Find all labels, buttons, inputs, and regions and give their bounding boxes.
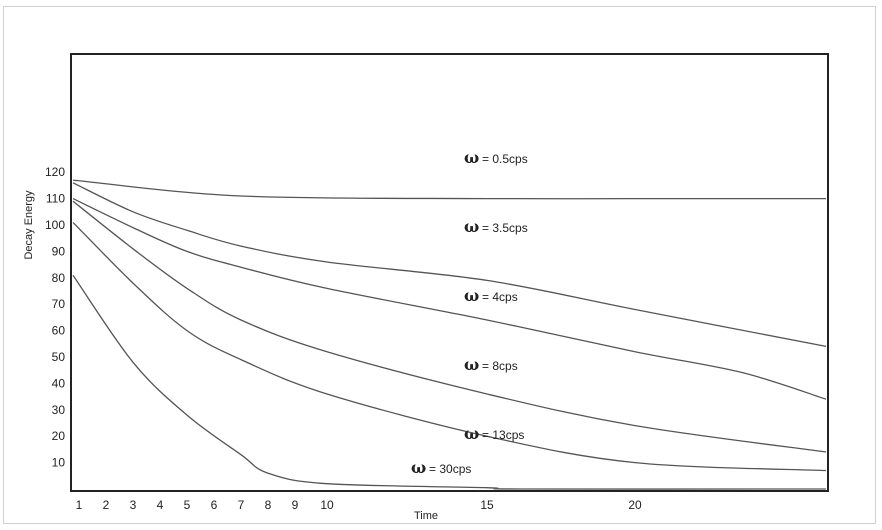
y-tick-label: 50: [52, 350, 66, 364]
x-tick-label: 20: [628, 498, 642, 512]
y-tick-label: 30: [52, 403, 66, 417]
curves-group: [72, 179, 827, 490]
y-tick-label: 90: [52, 244, 66, 258]
series-line-0: [72, 179, 826, 200]
series-line-4: [72, 221, 827, 472]
curve-label-text: = 30cps: [429, 462, 471, 476]
series-line-5: [72, 274, 827, 490]
curve-label: ω = 8cps: [464, 355, 518, 374]
y-tick-label: 80: [52, 271, 66, 285]
curve-label: ω = 30cps: [411, 458, 471, 477]
omega-icon: ω: [464, 217, 479, 236]
curve-label: ω = 4cps: [464, 286, 518, 305]
x-tick-label: 8: [265, 498, 272, 512]
x-tick-label: 7: [238, 498, 245, 512]
series-line-1: [72, 182, 827, 348]
curve-label-text: = 4cps: [482, 290, 518, 304]
omega-icon: ω: [411, 458, 426, 477]
x-tick-label: 1: [76, 498, 83, 512]
x-axis-label: Time: [414, 510, 438, 522]
x-tick-label: 4: [157, 498, 164, 512]
curve-label: ω = 3.5cps: [464, 217, 528, 236]
y-tick-label: 110: [46, 192, 65, 206]
y-tick-label: 20: [52, 429, 66, 443]
curve-label-text: = 3.5cps: [482, 221, 528, 235]
series-line-2: [72, 198, 827, 400]
x-tick-label: 2: [103, 498, 110, 512]
y-axis-label: Decay Energy: [23, 190, 35, 260]
omega-icon: ω: [464, 148, 479, 167]
x-tick-label: 3: [130, 498, 137, 512]
y-tick-label: 40: [52, 376, 66, 390]
y-tick-label: 10: [52, 456, 66, 470]
curve-label-text: = 8cps: [482, 359, 518, 373]
omega-icon: ω: [464, 355, 479, 374]
x-tick-label: 6: [211, 498, 218, 512]
curve-label: ω = 13cps: [464, 424, 524, 443]
curve-label-text: = 0.5cps: [482, 152, 528, 166]
y-tick-label: 120: [45, 165, 65, 179]
x-tick-label: 10: [320, 498, 334, 512]
omega-icon: ω: [464, 286, 479, 305]
plot-area: [70, 53, 829, 492]
omega-icon: ω: [464, 424, 479, 443]
curve-label-text: = 13cps: [482, 428, 524, 442]
series-line-3: [72, 200, 827, 453]
y-tick-label: 70: [52, 297, 66, 311]
y-tick-label: 60: [52, 324, 66, 338]
x-tick-label: 15: [480, 498, 494, 512]
x-tick-label: 9: [292, 498, 299, 512]
y-tick-label: 100: [45, 218, 65, 232]
ticks-group: 1 2 3 4 5 6 7 8 9 10 15 20 10 20 30 40 50 60 70 80 90 100 110 1…: [45, 165, 642, 512]
x-tick-label: 5: [184, 498, 191, 512]
curve-label: ω = 0.5cps: [464, 148, 528, 167]
